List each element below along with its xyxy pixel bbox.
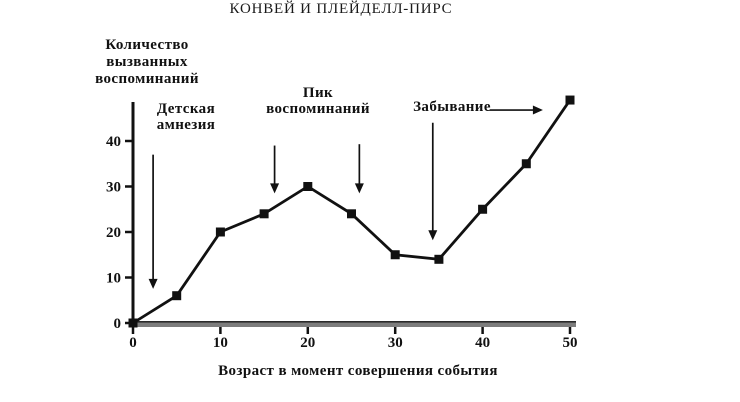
annotation-forgetting: Забывание: [402, 99, 502, 116]
x-axis-label: Возраст в момент совершения события: [218, 363, 498, 379]
y-tick-label: 0: [114, 316, 122, 332]
data-point-marker: [565, 95, 575, 105]
y-tick-label: 40: [106, 134, 121, 150]
y-axis-label: Количество вызванных воспоминаний: [67, 37, 227, 88]
annotation-line: воспоминаний: [266, 101, 370, 117]
childhood-amnesia-arrow-head: [148, 278, 158, 289]
annotation-childhood-amnesia: Детская амнезия: [126, 101, 246, 133]
x-axis-bar: [131, 322, 576, 327]
data-point-marker: [478, 204, 488, 214]
data-point-marker: [128, 318, 138, 328]
data-point-marker: [259, 209, 269, 219]
forgetting-pointer-arrow-head: [532, 105, 543, 115]
y-tick-label: 30: [106, 180, 121, 196]
annotation-line: Детская: [156, 101, 216, 117]
x-tick-label: 40: [475, 335, 490, 351]
data-point-marker: [303, 182, 313, 191]
y-tick-label: 20: [106, 225, 121, 241]
data-point-marker: [434, 254, 444, 264]
x-tick-label: 50: [563, 335, 578, 351]
forgetting-down-arrow-head: [428, 230, 438, 241]
y-axis-label-line: вызванных: [106, 54, 188, 70]
annotation-reminiscence-bump: Пик воспоминаний: [233, 85, 403, 117]
data-point-marker: [347, 209, 356, 219]
x-axis-line: [131, 321, 576, 323]
y-tick-label: 10: [106, 271, 121, 287]
chart-title: КОНВЕЙ И ПЛЕЙДЕЛЛ-ПИРС: [229, 1, 453, 17]
data-point-marker: [215, 227, 225, 237]
x-tick-label: 10: [213, 335, 228, 351]
peak-arrow-left-head: [270, 183, 280, 194]
x-tick-label: 30: [388, 335, 403, 351]
y-axis-label-line: воспоминаний: [95, 71, 199, 87]
x-tick-label: 20: [300, 335, 315, 351]
data-point-marker: [521, 159, 531, 169]
annotation-line: Забывание: [413, 99, 491, 115]
x-tick-label: 0: [129, 335, 137, 351]
peak-arrow-right-head: [354, 183, 364, 194]
annotation-line: Пик: [302, 85, 334, 101]
data-point-marker: [172, 291, 182, 301]
annotation-line: амнезия: [156, 117, 216, 133]
data-point-marker: [390, 250, 400, 260]
y-axis-label-line: Количество: [105, 37, 189, 53]
